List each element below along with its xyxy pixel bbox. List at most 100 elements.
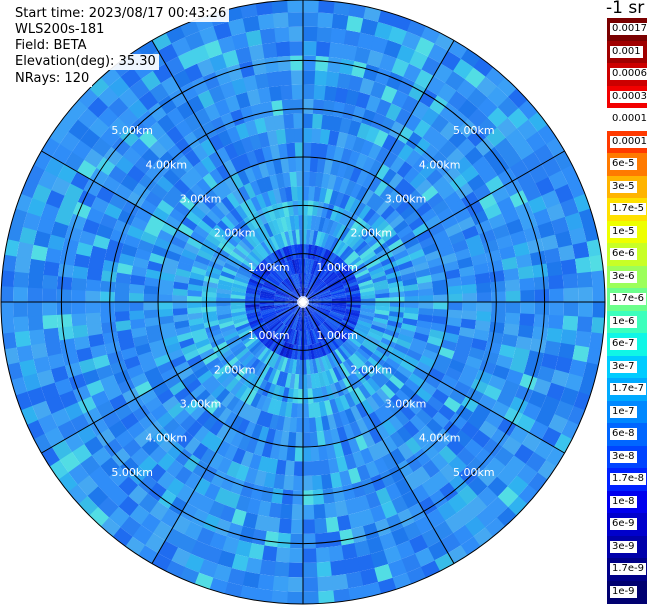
data-gate: [432, 286, 448, 296]
data-gate: [284, 313, 295, 326]
data-gate: [212, 341, 228, 353]
data-gate: [178, 337, 195, 349]
data-gate: [426, 192, 444, 209]
data-gate: [278, 187, 288, 203]
data-gate: [261, 207, 273, 223]
data-gate: [188, 277, 204, 287]
data-gate: [321, 217, 331, 234]
colorbar-tick-label: 0.00017: [610, 113, 647, 126]
data-gate: [431, 388, 449, 405]
data-gate: [501, 436, 522, 456]
data-gate: [390, 244, 407, 257]
data-gate: [183, 348, 200, 362]
data-gate: [206, 189, 222, 206]
data-gate: [100, 516, 121, 537]
data-gate: [389, 138, 407, 157]
data-gate: [527, 238, 545, 255]
data-gate: [399, 404, 416, 421]
data-gate: [373, 563, 393, 583]
data-gate: [244, 355, 258, 370]
data-gate: [328, 282, 343, 291]
data-gate: [485, 457, 506, 478]
ring-label: 3.00km: [180, 192, 222, 205]
data-gate: [207, 435, 224, 453]
data-gate: [239, 585, 258, 601]
data-gate: [123, 234, 141, 249]
data-gate: [238, 525, 255, 544]
data-gate: [446, 437, 465, 457]
data-gate: [202, 414, 218, 432]
data-gate: [251, 321, 266, 331]
data-gate: [319, 324, 331, 338]
data-gate: [465, 387, 484, 404]
data-gate: [367, 411, 382, 428]
data-gate: [328, 255, 340, 269]
data-gate: [505, 218, 524, 236]
data-gate: [234, 319, 249, 328]
data-gate: [458, 99, 479, 120]
data-gate: [224, 581, 243, 598]
data-gate: [169, 161, 187, 179]
data-gate: [334, 207, 345, 223]
data-gate: [439, 463, 459, 483]
data-gate: [340, 273, 355, 283]
data-gate: [264, 315, 278, 324]
data-gate: [406, 349, 423, 362]
data-gate: [86, 267, 103, 281]
data-gate: [216, 288, 232, 295]
data-gate: [306, 215, 313, 230]
data-gate: [216, 369, 232, 385]
data-gate: [453, 207, 472, 224]
data-gate: [255, 193, 267, 210]
data-gate: [467, 127, 487, 148]
data-gate: [316, 305, 332, 312]
data-gate: [453, 429, 472, 448]
data-gate: [370, 35, 389, 55]
data-gate: [205, 233, 222, 247]
data-gate: [476, 302, 492, 313]
data-gate: [353, 201, 367, 218]
data-gate: [399, 205, 416, 221]
data-gate: [264, 256, 276, 270]
data-gate: [82, 368, 101, 386]
data-gate: [249, 340, 262, 354]
data-gate: [232, 283, 248, 290]
data-gate: [540, 353, 559, 371]
data-gate: [336, 514, 352, 532]
data-gate: [388, 172, 404, 190]
data-gate: [124, 536, 146, 556]
data-gate: [432, 229, 449, 244]
data-gate: [393, 219, 409, 235]
data-gate: [346, 298, 361, 303]
data-gate: [318, 143, 329, 159]
data-gate: [281, 489, 294, 505]
data-gate: [496, 234, 514, 250]
data-gate: [190, 204, 207, 220]
data-gate: [251, 228, 264, 244]
data-gate: [466, 200, 485, 217]
data-gate: [332, 366, 343, 382]
data-gate: [405, 149, 422, 168]
data-gate: [544, 247, 561, 265]
data-gate: [151, 427, 170, 446]
data-gate: [313, 503, 326, 520]
data-gate: [175, 119, 193, 138]
data-gate: [61, 237, 80, 254]
data-gate: [409, 172, 427, 190]
data-gate: [127, 484, 148, 505]
data-gate: [274, 304, 289, 309]
data-gate: [239, 201, 253, 217]
data-gate: [147, 463, 167, 483]
data-gate: [341, 248, 355, 262]
data-gate: [351, 262, 366, 274]
data-gate: [270, 271, 283, 283]
data-gate: [456, 447, 476, 467]
data-gate: [338, 379, 350, 395]
data-gate: [248, 317, 264, 326]
data-gate: [43, 327, 60, 343]
data-gate: [348, 3, 367, 19]
data-gate: [217, 316, 233, 325]
data-gate: [295, 273, 301, 288]
data-gate: [325, 219, 335, 235]
data-gate: [474, 320, 491, 332]
